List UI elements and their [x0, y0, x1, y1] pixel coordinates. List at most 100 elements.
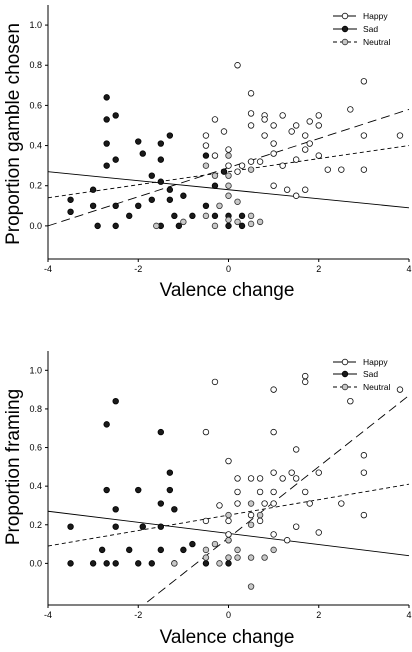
bottom-point-sad [171, 506, 178, 513]
top-y-tick-label: 0.4 [29, 141, 42, 151]
bottom-point-neutral [247, 583, 255, 590]
bottom-point-happy [347, 398, 354, 405]
bottom-point-happy [234, 475, 241, 482]
bottom-point-happy [261, 500, 268, 507]
top-point-sad [112, 156, 119, 163]
top-point-happy [306, 118, 313, 125]
bottom-point-sad [166, 486, 174, 494]
bottom-point-neutral [202, 554, 210, 561]
top-point-happy [225, 162, 232, 169]
top-point-happy [302, 146, 309, 153]
top-point-happy [211, 116, 219, 123]
bottom-point-neutral [202, 546, 210, 554]
top-x-tick-label: -2 [134, 264, 142, 274]
bottom-chart-x-axis-label: Valence change [160, 627, 295, 648]
bottom-point-sad [67, 523, 74, 530]
top-point-happy [247, 110, 255, 117]
top-point-happy [270, 150, 277, 157]
top-point-neutral [180, 218, 187, 226]
top-legend-label-neutral: Neutral [363, 37, 391, 47]
bottom-point-sad [89, 560, 97, 567]
top-point-happy [270, 122, 277, 129]
top-legend-marker-happy [341, 12, 349, 20]
bottom-point-sad [112, 398, 119, 405]
bottom-point-sad [98, 546, 106, 554]
bottom-chart-y-axis-label: Proportion framing [3, 389, 24, 545]
bottom-point-happy [360, 452, 368, 459]
top-legend-marker-sad [341, 25, 349, 33]
bottom-point-sad [139, 523, 146, 530]
top-point-sad [225, 222, 232, 230]
top-point-happy [396, 132, 404, 139]
top-point-sad [103, 94, 110, 101]
top-point-neutral [202, 212, 210, 220]
bottom-point-sad [103, 421, 110, 428]
top-y-tick-label: 0.6 [29, 100, 42, 110]
top-point-sad [157, 156, 165, 163]
bottom-chart-plot: 0.0 0.2 0.4 0.6 0.8 1.0 -4 -2 0 2 4 [29, 351, 412, 620]
top-chart-legend: Happy Sad Neutral [333, 11, 391, 47]
top-point-sad [180, 192, 187, 199]
bottom-point-sad [112, 523, 119, 530]
bottom-point-sad [157, 500, 165, 507]
bottom-point-neutral [270, 546, 277, 554]
bottom-point-sad [157, 546, 165, 554]
bottom-point-happy [306, 500, 313, 507]
top-point-happy [202, 132, 210, 139]
bottom-point-happy [270, 500, 277, 507]
bottom-point-sad [202, 560, 210, 567]
top-legend-marker-neutral [341, 38, 349, 46]
bottom-point-neutral [234, 554, 241, 561]
top-point-sad [126, 212, 133, 220]
top-point-happy [283, 186, 291, 193]
bottom-legend-label-neutral: Neutral [363, 382, 391, 392]
top-point-neutral [211, 222, 219, 230]
bottom-point-sad [189, 540, 196, 548]
bottom-point-happy [279, 475, 286, 482]
top-y-tick-label: 0.0 [29, 221, 42, 231]
bottom-point-happy [225, 457, 232, 465]
top-x-tick-label: 4 [406, 264, 411, 274]
top-point-sad [139, 150, 146, 157]
top-point-sad [148, 172, 155, 179]
top-point-sad [89, 186, 97, 193]
top-point-sad [211, 182, 219, 189]
bottom-point-happy [225, 531, 232, 538]
bottom-point-happy [283, 537, 291, 544]
top-y-tick-label: 0.8 [29, 60, 42, 70]
top-point-sad [166, 186, 174, 193]
top-point-sad [238, 212, 246, 220]
bottom-point-happy [234, 500, 241, 507]
top-point-sad [103, 162, 110, 169]
top-point-neutral [225, 182, 232, 189]
bottom-point-neutral [171, 560, 178, 567]
bottom-y-tick-label: 1.0 [29, 365, 42, 375]
bottom-point-happy [256, 475, 264, 482]
top-point-neutral [247, 166, 255, 173]
bottom-point-neutral [261, 554, 268, 561]
top-point-happy [324, 166, 331, 173]
bottom-point-happy [211, 378, 219, 386]
top-point-happy [220, 128, 228, 135]
bottom-point-neutral [247, 521, 255, 528]
top-point-sad [94, 222, 101, 230]
top-point-happy [360, 132, 368, 139]
bottom-point-sad [67, 560, 74, 567]
bottom-point-happy [234, 488, 241, 496]
top-point-happy [338, 166, 345, 173]
top-point-sad [103, 116, 110, 123]
bottom-point-happy [225, 517, 232, 525]
top-point-happy [256, 158, 264, 165]
bottom-point-neutral [225, 537, 232, 544]
bottom-y-tick-label: 0.4 [29, 481, 42, 491]
bottom-chart-legend-marks [333, 358, 357, 391]
top-point-happy [288, 128, 295, 135]
bottom-x-tick-label: -2 [134, 610, 142, 620]
bottom-point-neutral [225, 511, 232, 519]
bottom-point-happy [270, 386, 277, 393]
top-point-sad [103, 140, 110, 147]
top-point-sad [220, 168, 228, 175]
top-legend-label-sad: Sad [363, 24, 378, 34]
top-point-neutral [225, 172, 232, 179]
